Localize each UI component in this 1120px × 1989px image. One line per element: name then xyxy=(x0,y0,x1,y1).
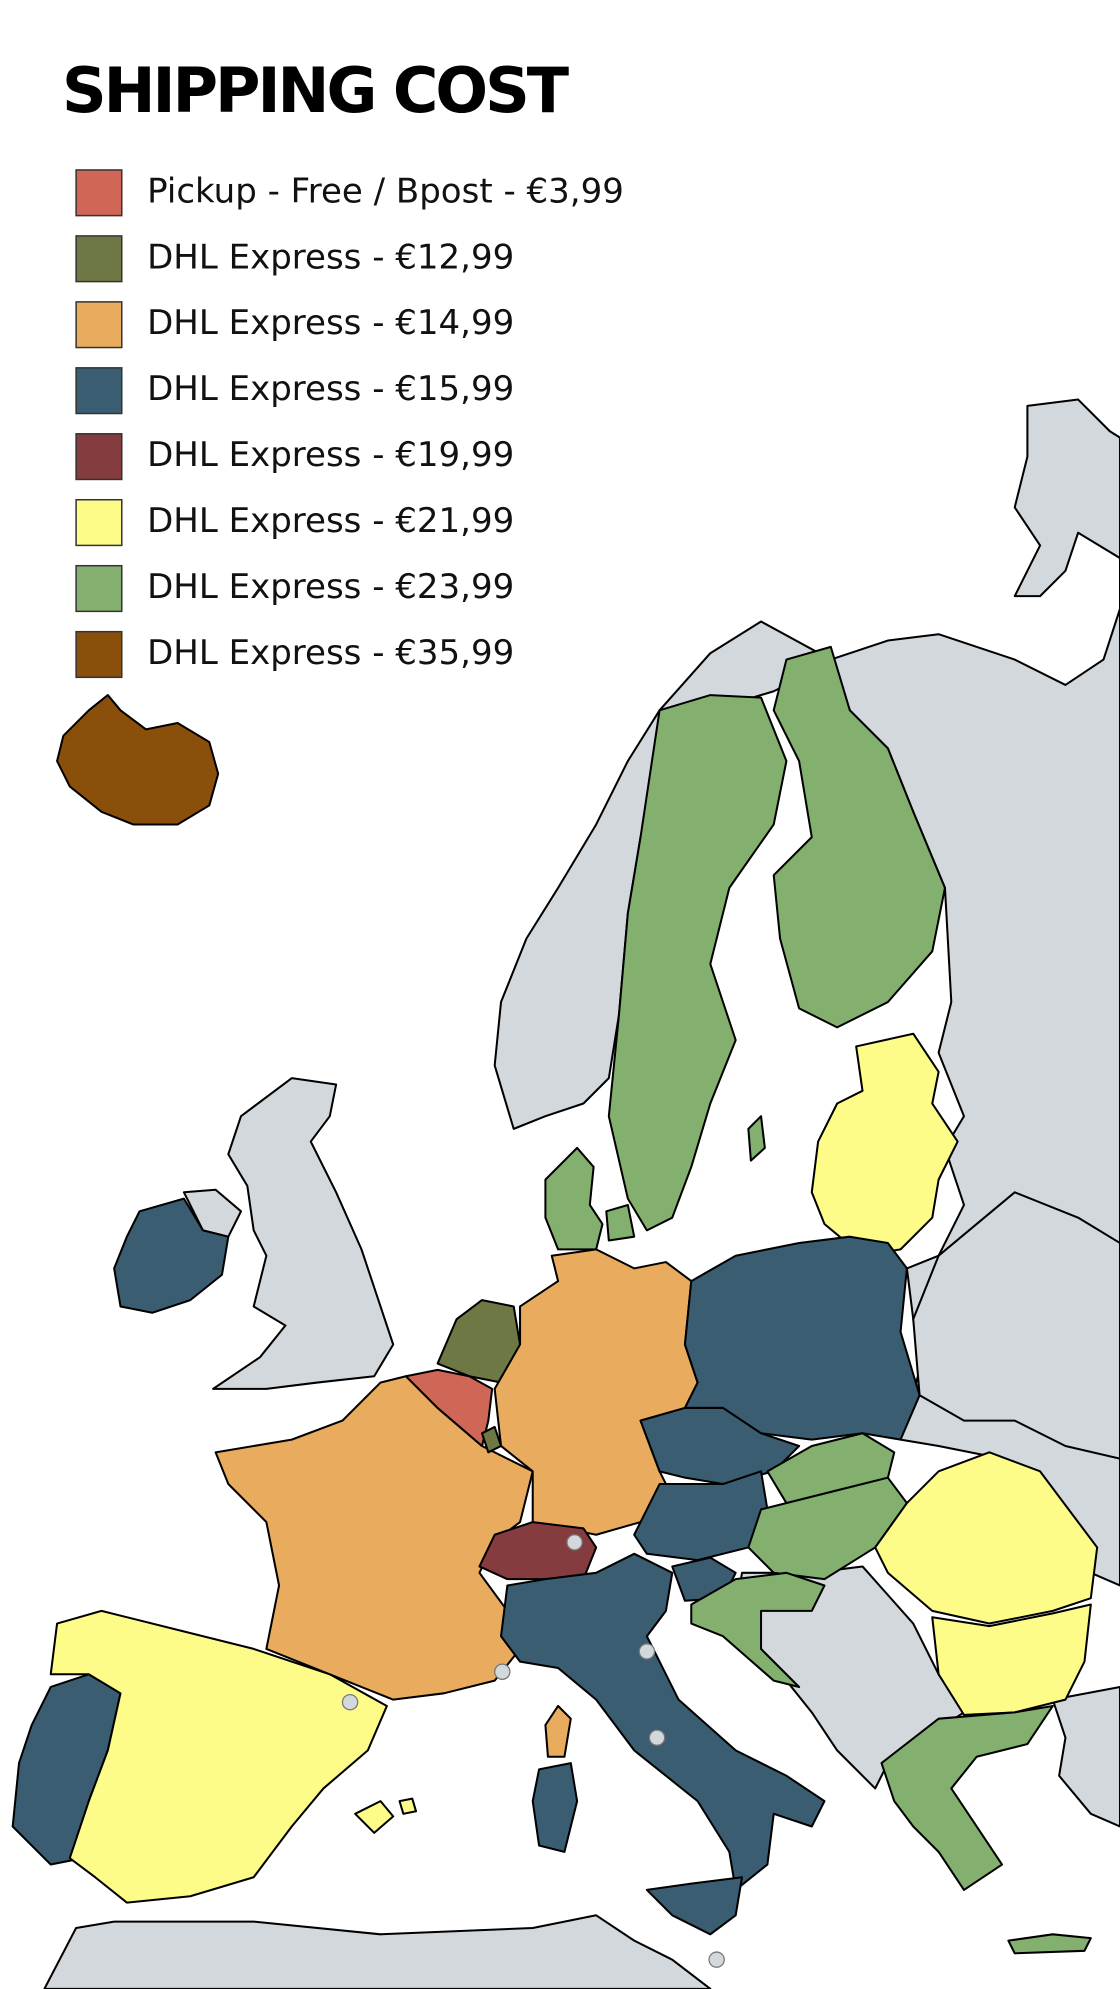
poland xyxy=(683,1235,921,1441)
croatia xyxy=(690,1571,826,1688)
italy xyxy=(500,1552,826,1891)
sweden xyxy=(607,694,788,1232)
sardinia xyxy=(531,1762,579,1853)
legend-swatch xyxy=(75,301,123,349)
city-dot xyxy=(708,1951,725,1968)
ireland xyxy=(113,1197,230,1314)
iceland xyxy=(56,694,220,826)
spain xyxy=(49,1609,388,1904)
finland xyxy=(772,645,946,1029)
baltics xyxy=(810,1032,959,1257)
france xyxy=(214,1375,534,1701)
legend-label: DHL Express - €23,99 xyxy=(147,567,514,607)
legend-swatch xyxy=(75,367,123,415)
city-dot xyxy=(638,1643,656,1660)
legend-label: Pickup - Free / Bpost - €3,99 xyxy=(147,171,624,211)
city-dot xyxy=(494,1663,511,1680)
legend-label: DHL Express - €14,99 xyxy=(147,303,514,343)
greece xyxy=(880,1704,1054,1891)
legend-swatch xyxy=(75,235,123,283)
north-africa xyxy=(43,1914,712,1989)
legend-swatch xyxy=(75,630,123,679)
czechia xyxy=(639,1406,801,1486)
sicily xyxy=(645,1876,744,1936)
corsica xyxy=(544,1704,572,1758)
belarus-ukraine xyxy=(912,1191,1120,1460)
city-dot xyxy=(566,1534,583,1551)
legend-label: DHL Express - €15,99 xyxy=(147,369,514,409)
balearics xyxy=(354,1797,418,1834)
legend-swatch xyxy=(75,498,123,547)
legend-label: DHL Express - €12,99 xyxy=(147,237,514,277)
gotland xyxy=(747,1115,766,1162)
bulgaria xyxy=(931,1603,1092,1716)
turkey xyxy=(1051,1685,1120,1828)
legend-label: DHL Express - €35,99 xyxy=(147,633,514,673)
crete xyxy=(1007,1933,1092,1955)
legend-swatch xyxy=(75,169,123,217)
belgium xyxy=(404,1368,494,1447)
legend-swatch xyxy=(75,433,123,481)
denmark xyxy=(544,1146,636,1251)
legend: Pickup - Free / Bpost - €3,99 DHL Express… xyxy=(75,169,624,679)
city-dot xyxy=(648,1729,666,1746)
city-dot xyxy=(341,1693,359,1711)
romania xyxy=(874,1451,1099,1625)
legend-label: DHL Express - €19,99 xyxy=(147,435,514,475)
legend-swatch xyxy=(75,564,123,613)
title: SHIPPING COST xyxy=(62,54,569,127)
uk xyxy=(212,1077,395,1390)
legend-label: DHL Express - €21,99 xyxy=(147,501,514,541)
netherlands xyxy=(436,1299,522,1384)
map xyxy=(11,398,1120,1989)
